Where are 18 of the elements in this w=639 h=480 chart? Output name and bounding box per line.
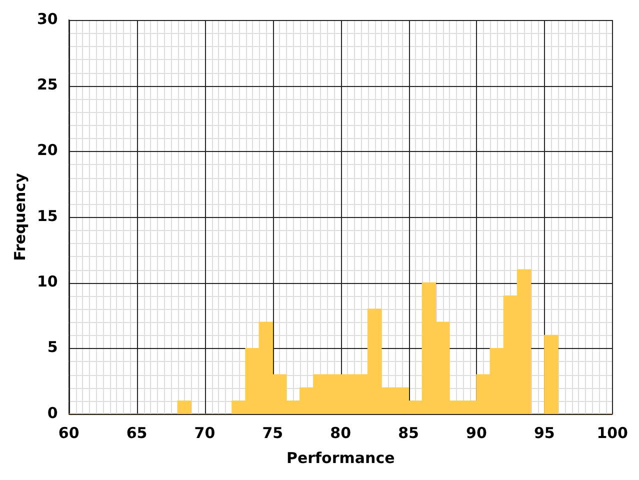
- x-axis-title: Performance: [286, 448, 395, 467]
- x-tick-label: 100: [596, 424, 628, 442]
- x-tick-label: 95: [534, 424, 555, 442]
- y-tick-label: 0: [47, 404, 58, 422]
- y-tick-label: 20: [37, 141, 58, 160]
- y-tick-label: 25: [37, 76, 58, 94]
- y-tick-label: 5: [47, 338, 58, 356]
- x-tick-label: 85: [398, 424, 419, 442]
- y-tick-label: 30: [37, 10, 58, 28]
- x-tick-label: 65: [126, 424, 148, 442]
- x-tick-label: 70: [194, 424, 216, 442]
- x-tick-label: 90: [466, 424, 487, 442]
- x-tick-label: 60: [58, 424, 80, 442]
- x-tick-label: 75: [262, 424, 284, 442]
- y-tick-label: 10: [37, 272, 58, 291]
- y-tick-label: 15: [37, 206, 58, 225]
- y-axis-title: Frequency: [10, 172, 29, 261]
- x-tick-label: 80: [330, 424, 352, 442]
